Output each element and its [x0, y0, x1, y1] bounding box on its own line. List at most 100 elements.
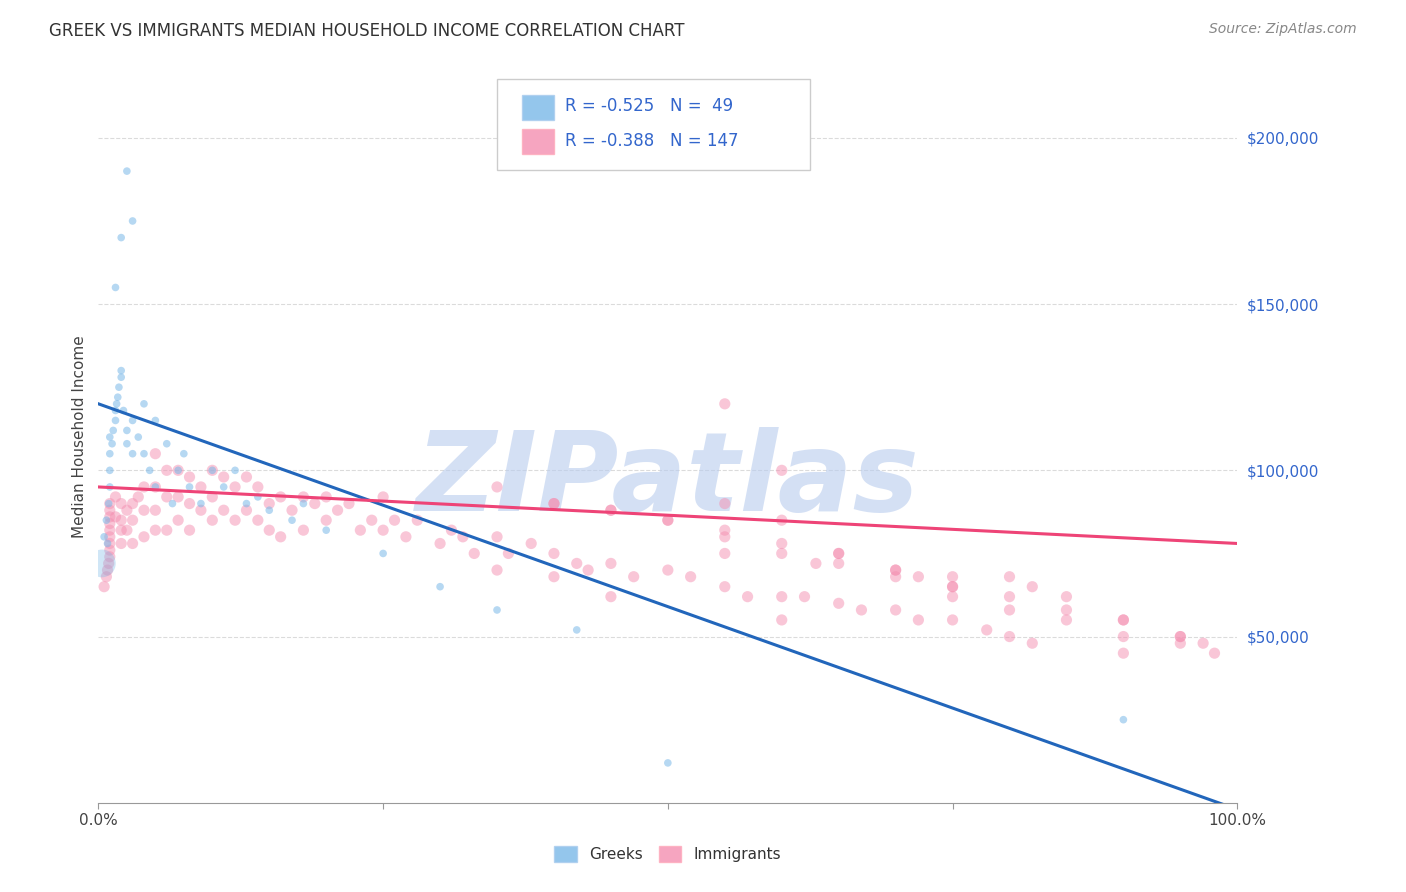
Point — [110, 513, 132, 527]
Point — [907, 570, 929, 584]
Point — [714, 580, 737, 594]
Point — [1054, 613, 1078, 627]
Point — [104, 280, 127, 294]
Point — [600, 590, 623, 604]
Point — [212, 480, 235, 494]
Text: R = -0.525   N =  49: R = -0.525 N = 49 — [565, 96, 734, 115]
Point — [486, 563, 509, 577]
Point — [156, 436, 179, 450]
Point — [371, 490, 394, 504]
Point — [1054, 590, 1078, 604]
Point — [110, 523, 132, 537]
Point — [737, 590, 759, 604]
Point — [770, 463, 793, 477]
Point — [714, 546, 737, 560]
Point — [103, 424, 125, 438]
Bar — [522, 95, 554, 120]
Point — [429, 536, 451, 550]
Point — [246, 480, 269, 494]
Point — [259, 523, 281, 537]
Point — [714, 397, 737, 411]
Point — [121, 513, 143, 527]
Point — [463, 546, 485, 560]
Point — [121, 214, 143, 228]
Point — [96, 570, 118, 584]
Point — [132, 397, 155, 411]
Point — [201, 463, 224, 477]
Point — [1170, 636, 1192, 650]
Point — [115, 436, 138, 450]
Legend: Greeks, Immigrants: Greeks, Immigrants — [548, 840, 787, 868]
Point — [657, 513, 679, 527]
Point — [623, 570, 645, 584]
Point — [600, 557, 623, 571]
Point — [770, 546, 793, 560]
Point — [93, 580, 115, 594]
Point — [884, 563, 907, 577]
Point — [173, 447, 195, 461]
Point — [520, 536, 543, 550]
Point — [543, 570, 565, 584]
Point — [121, 447, 143, 461]
Point — [1112, 630, 1135, 644]
Point — [98, 516, 121, 531]
Point — [942, 580, 965, 594]
Point — [326, 503, 349, 517]
Point — [162, 497, 184, 511]
Point — [1204, 646, 1226, 660]
Point — [212, 470, 235, 484]
Point — [259, 497, 281, 511]
Point — [657, 756, 679, 770]
Point — [190, 480, 212, 494]
Point — [190, 497, 212, 511]
Point — [156, 463, 179, 477]
Point — [270, 530, 292, 544]
Point — [828, 546, 851, 560]
Point — [145, 413, 167, 427]
Point — [156, 490, 179, 504]
Point — [201, 513, 224, 527]
Point — [145, 447, 167, 461]
Point — [679, 570, 702, 584]
Point — [360, 513, 382, 527]
Point — [770, 513, 793, 527]
Point — [179, 480, 201, 494]
Point — [304, 497, 326, 511]
Point — [315, 523, 337, 537]
Point — [224, 480, 246, 494]
Point — [576, 563, 599, 577]
Point — [98, 497, 121, 511]
Bar — [522, 129, 554, 154]
Point — [793, 590, 815, 604]
Point — [714, 497, 737, 511]
Point — [101, 436, 124, 450]
Point — [145, 503, 167, 517]
Point — [543, 546, 565, 560]
Point — [224, 513, 246, 527]
Point — [1021, 636, 1043, 650]
Point — [145, 480, 167, 494]
Point — [179, 523, 201, 537]
Point — [1192, 636, 1215, 650]
Point — [770, 590, 793, 604]
Point — [98, 509, 121, 524]
Point — [98, 530, 121, 544]
Point — [98, 430, 121, 444]
Point — [315, 513, 337, 527]
Point — [132, 530, 155, 544]
Point — [145, 480, 167, 494]
Point — [292, 497, 315, 511]
Point — [156, 523, 179, 537]
Point — [246, 490, 269, 504]
FancyBboxPatch shape — [498, 78, 810, 170]
Point — [93, 530, 115, 544]
Point — [107, 390, 129, 404]
Point — [104, 413, 127, 427]
Point — [132, 480, 155, 494]
Point — [212, 503, 235, 517]
Point — [998, 590, 1021, 604]
Point — [112, 403, 135, 417]
Point — [97, 497, 120, 511]
Point — [179, 470, 201, 484]
Point — [167, 463, 190, 477]
